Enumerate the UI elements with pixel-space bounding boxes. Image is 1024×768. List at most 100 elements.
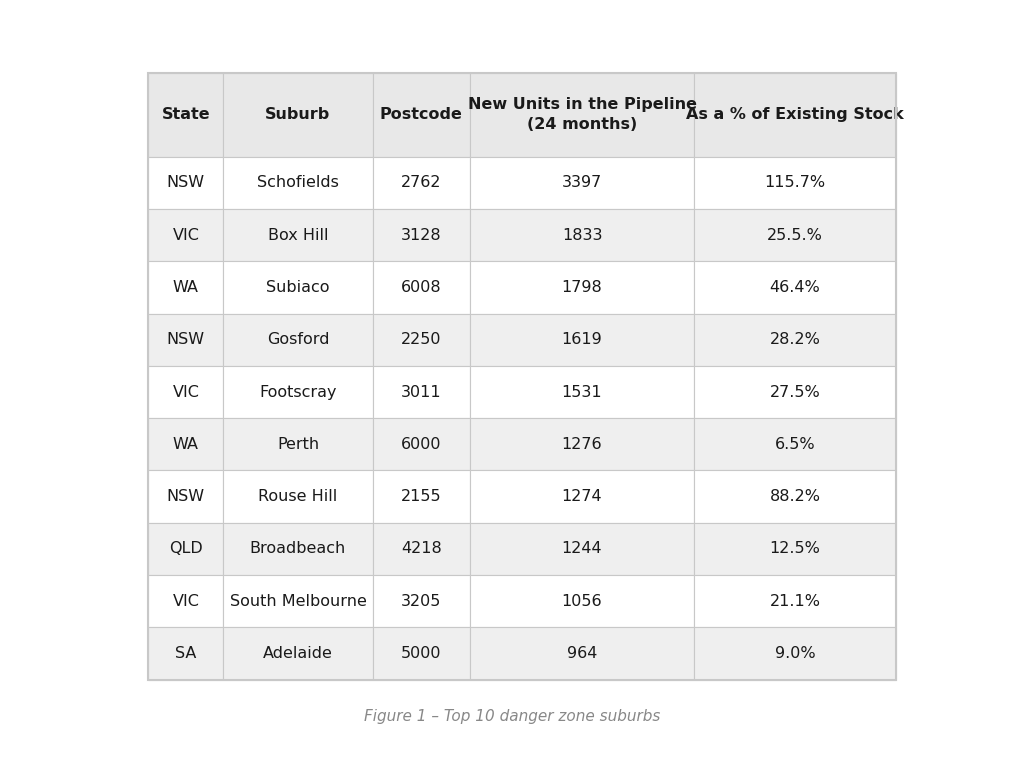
Text: Perth: Perth (276, 437, 319, 452)
Bar (148, 209, 223, 261)
Text: 1276: 1276 (562, 437, 602, 452)
Bar (470, 261, 694, 313)
Bar (223, 418, 373, 471)
Bar (373, 209, 470, 261)
Text: South Melbourne: South Melbourne (229, 594, 367, 609)
Text: 28.2%: 28.2% (770, 333, 820, 347)
Bar (694, 366, 896, 418)
Text: 6.5%: 6.5% (775, 437, 815, 452)
Bar (373, 73, 470, 157)
Bar (373, 471, 470, 523)
Bar (470, 575, 694, 627)
Bar (470, 157, 694, 209)
Bar (223, 261, 373, 313)
Bar (470, 209, 694, 261)
Text: 1244: 1244 (562, 541, 602, 557)
Bar (223, 471, 373, 523)
Bar (148, 261, 223, 313)
Text: 25.5.%: 25.5.% (767, 227, 823, 243)
Text: 12.5%: 12.5% (770, 541, 820, 557)
Bar (470, 73, 694, 157)
Bar (470, 471, 694, 523)
Bar (373, 366, 470, 418)
Text: New Units in the Pipeline
(24 months): New Units in the Pipeline (24 months) (468, 98, 696, 132)
Text: Subiaco: Subiaco (266, 280, 330, 295)
Text: NSW: NSW (167, 333, 205, 347)
Text: 4218: 4218 (401, 541, 441, 557)
Text: As a % of Existing Stock: As a % of Existing Stock (686, 108, 904, 122)
Text: SA: SA (175, 646, 197, 661)
Bar (223, 627, 373, 680)
Bar (373, 418, 470, 471)
Bar (694, 471, 896, 523)
Text: 1619: 1619 (562, 333, 602, 347)
Bar (470, 418, 694, 471)
Bar (694, 418, 896, 471)
Text: Box Hill: Box Hill (267, 227, 329, 243)
Bar (470, 366, 694, 418)
Bar (223, 575, 373, 627)
Bar (148, 575, 223, 627)
Text: Footscray: Footscray (259, 385, 337, 399)
Text: Adelaide: Adelaide (263, 646, 333, 661)
Bar (694, 313, 896, 366)
Bar (694, 73, 896, 157)
Text: NSW: NSW (167, 175, 205, 190)
Text: 1056: 1056 (562, 594, 602, 609)
Text: 3128: 3128 (401, 227, 441, 243)
Bar (694, 209, 896, 261)
Text: 2155: 2155 (401, 489, 441, 504)
Text: 9.0%: 9.0% (775, 646, 815, 661)
Text: VIC: VIC (172, 594, 200, 609)
Text: 1274: 1274 (562, 489, 602, 504)
Bar (694, 157, 896, 209)
Bar (223, 366, 373, 418)
Text: 3397: 3397 (562, 175, 602, 190)
Bar (223, 523, 373, 575)
Bar (694, 523, 896, 575)
Text: 5000: 5000 (401, 646, 441, 661)
Text: VIC: VIC (172, 227, 200, 243)
Bar (223, 157, 373, 209)
Text: Rouse Hill: Rouse Hill (258, 489, 338, 504)
Bar (148, 73, 896, 680)
Text: Broadbeach: Broadbeach (250, 541, 346, 557)
Text: WA: WA (173, 280, 199, 295)
Text: Gosford: Gosford (266, 333, 330, 347)
Bar (470, 627, 694, 680)
Text: 6000: 6000 (401, 437, 441, 452)
Text: NSW: NSW (167, 489, 205, 504)
Bar (148, 627, 223, 680)
Text: 21.1%: 21.1% (770, 594, 820, 609)
Bar (373, 627, 470, 680)
Bar (373, 575, 470, 627)
Bar (373, 313, 470, 366)
Bar (148, 523, 223, 575)
Text: WA: WA (173, 437, 199, 452)
Bar (373, 261, 470, 313)
Text: 88.2%: 88.2% (770, 489, 820, 504)
Bar (148, 418, 223, 471)
Bar (694, 627, 896, 680)
Text: Figure 1 – Top 10 danger zone suburbs: Figure 1 – Top 10 danger zone suburbs (364, 709, 660, 724)
Bar (148, 366, 223, 418)
Text: 3205: 3205 (401, 594, 441, 609)
Text: 3011: 3011 (401, 385, 441, 399)
Bar (223, 73, 373, 157)
Text: 27.5%: 27.5% (770, 385, 820, 399)
Text: 964: 964 (567, 646, 597, 661)
Bar (148, 471, 223, 523)
Text: QLD: QLD (169, 541, 203, 557)
Text: Schofields: Schofields (257, 175, 339, 190)
Bar (223, 209, 373, 261)
Text: 46.4%: 46.4% (770, 280, 820, 295)
Text: State: State (162, 108, 210, 122)
Text: 2250: 2250 (401, 333, 441, 347)
Text: 2762: 2762 (401, 175, 441, 190)
Bar (148, 157, 223, 209)
Bar (470, 313, 694, 366)
Text: Postcode: Postcode (380, 108, 463, 122)
Text: Suburb: Suburb (265, 108, 331, 122)
Bar (694, 261, 896, 313)
Text: 115.7%: 115.7% (765, 175, 825, 190)
